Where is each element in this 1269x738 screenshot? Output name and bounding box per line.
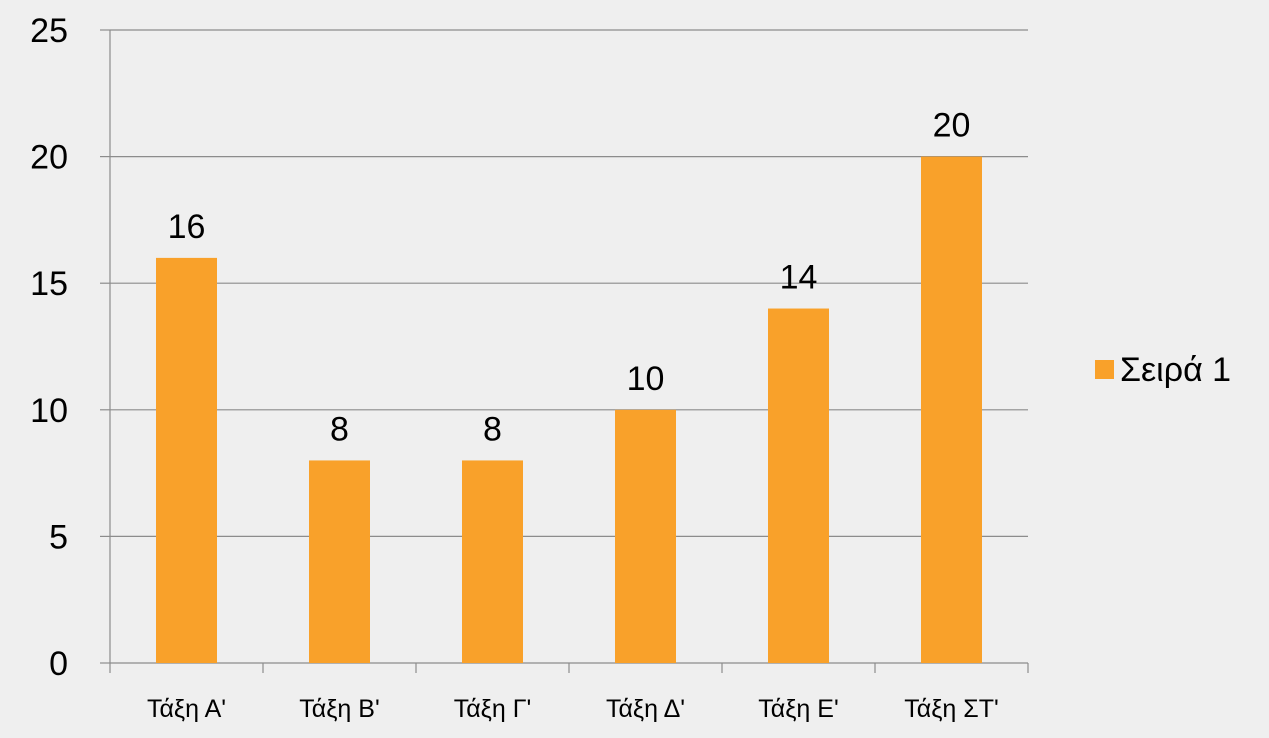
y-tick-label: 5 — [49, 518, 68, 556]
bar[interactable] — [768, 308, 829, 663]
bar[interactable] — [615, 409, 676, 663]
y-tick-label: 10 — [30, 392, 68, 430]
x-tick-label: Τάξη Γ' — [454, 695, 532, 723]
gridlines — [110, 29, 1028, 538]
legend-label: Σειρά 1 — [1120, 351, 1231, 389]
y-tick-label: 25 — [30, 12, 68, 50]
data-label: 8 — [483, 410, 502, 448]
x-tick-label: Τάξη Δ' — [606, 695, 685, 723]
x-axis-tick-labels: Τάξη Α' Τάξη Β' Τάξη Γ' Τάξη Δ' Τάξη Ε' Τάξη … — [147, 695, 999, 723]
axes — [100, 29, 1029, 673]
legend[interactable]: Σειρά 1 — [1095, 351, 1231, 389]
bars — [156, 156, 982, 663]
data-label: 8 — [330, 410, 349, 448]
data-label: 20 — [933, 107, 971, 145]
x-tick-label: Τάξη ΣΤ' — [904, 695, 999, 723]
x-tick-label: Τάξη Ε' — [758, 695, 838, 723]
data-label: 10 — [627, 360, 665, 398]
data-label: 14 — [780, 259, 818, 297]
legend-swatch — [1095, 360, 1114, 379]
bar[interactable] — [462, 460, 523, 663]
bar[interactable] — [921, 156, 982, 663]
y-tick-label: 20 — [30, 139, 68, 177]
bar[interactable] — [156, 257, 217, 663]
y-tick-label: 15 — [30, 265, 68, 303]
y-axis-tick-labels: 0 5 10 15 20 25 — [30, 12, 68, 683]
x-tick-label: Τάξη Α' — [147, 695, 226, 723]
bar[interactable] — [309, 460, 370, 663]
x-tick-label: Τάξη Β' — [299, 695, 379, 723]
y-tick-label: 0 — [49, 645, 68, 683]
data-labels: 16 8 8 10 14 20 — [168, 107, 971, 449]
data-label: 16 — [168, 208, 206, 246]
